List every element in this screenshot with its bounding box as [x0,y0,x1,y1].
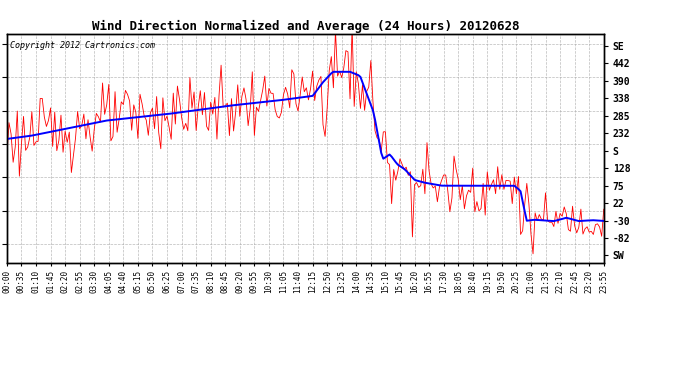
Text: Copyright 2012 Cartronics.com: Copyright 2012 Cartronics.com [10,40,155,50]
Title: Wind Direction Normalized and Average (24 Hours) 20120628: Wind Direction Normalized and Average (2… [92,20,519,33]
